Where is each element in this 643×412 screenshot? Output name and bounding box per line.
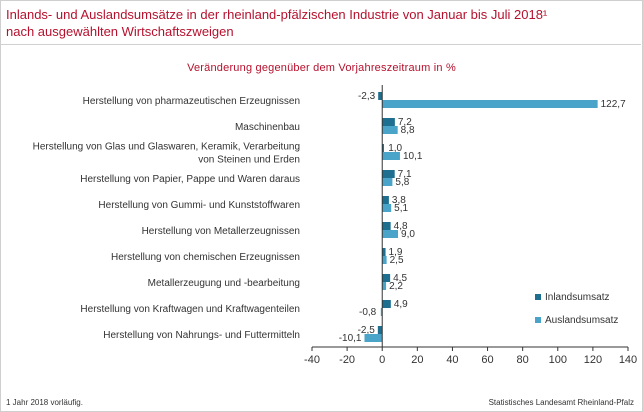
ausland-bar xyxy=(382,152,400,160)
inland-value-label: 7,1 xyxy=(398,169,412,180)
title-line-1: Inlands- und Auslandsumsätze in der rhei… xyxy=(6,7,548,22)
ausland-bar xyxy=(382,204,392,212)
x-tick-label: 100 xyxy=(549,354,567,366)
inland-value-label: 7,2 xyxy=(398,117,412,128)
x-tick-label: 120 xyxy=(584,354,602,366)
inland-bar xyxy=(377,326,383,334)
ausland-value-label: 10,1 xyxy=(403,151,423,162)
inland-value-label: 4,5 xyxy=(393,273,407,284)
x-tick-label: -40 xyxy=(304,354,320,366)
x-tick-label: 80 xyxy=(517,354,529,366)
x-tick-label: 140 xyxy=(619,354,637,366)
inland-bar xyxy=(382,118,395,126)
ausland-value-label: 9,0 xyxy=(401,229,415,240)
ausland-value-label: 2,5 xyxy=(390,255,404,266)
ausland-value-label: 8,8 xyxy=(401,125,415,136)
ausland-bar xyxy=(382,282,387,290)
inland-bar xyxy=(382,196,389,204)
inland-value-label: -2,5 xyxy=(358,325,376,336)
category-label: Herstellung von Metallerzeugnissen xyxy=(142,226,300,237)
source-note: Statistisches Landesamt Rheinland-Pfalz xyxy=(488,398,634,407)
category-label: Herstellung von Gummi- und Kunststoffwar… xyxy=(98,200,300,211)
inland-bar xyxy=(382,300,391,308)
legend-label-ausland: Auslandsumsatz xyxy=(545,315,618,326)
x-tick-label: 60 xyxy=(481,354,493,366)
inland-bar xyxy=(382,222,391,230)
ausland-value-label: 2,2 xyxy=(389,281,403,292)
x-tick-label: 40 xyxy=(446,354,458,366)
inland-bar xyxy=(382,274,391,282)
legend-swatch-inland xyxy=(535,294,541,300)
inland-bar xyxy=(378,92,383,100)
category-label: Metallerzeugung und -bearbeitung xyxy=(148,278,300,289)
ausland-bar xyxy=(382,256,387,264)
inland-bar xyxy=(382,170,395,178)
ausland-bar xyxy=(382,230,399,238)
category-label: Herstellung von chemischen Erzeugnissen xyxy=(111,252,300,263)
legend-label-inland: Inlandsumsatz xyxy=(545,292,609,303)
inland-value-label: 4,8 xyxy=(394,221,408,232)
title-divider xyxy=(0,44,641,45)
category-label: Herstellung von Nahrungs- und Futtermitt… xyxy=(103,330,300,341)
x-tick-label: 20 xyxy=(411,354,423,366)
inland-value-label: 1,0 xyxy=(388,143,402,154)
inland-value-label: 4,9 xyxy=(394,299,408,310)
x-tick-label: 0 xyxy=(379,354,385,366)
inland-bar xyxy=(382,144,384,152)
inland-value-label: 3,8 xyxy=(392,195,406,206)
inland-bar xyxy=(382,248,386,256)
ausland-value-label: 5,8 xyxy=(395,177,409,188)
category-label: Herstellung von pharmazeutischen Erzeugn… xyxy=(83,96,300,107)
title-line-2: nach ausgewählten Wirtschaftszweigen xyxy=(6,24,234,39)
x-tick-label: -20 xyxy=(339,354,355,366)
footnote: 1 Jahr 2018 vorläufig. xyxy=(6,398,83,407)
category-label: Herstellung von Glas und Glaswaren, Kera… xyxy=(33,142,300,153)
category-label: Herstellung von Papier, Pappe und Waren … xyxy=(80,174,300,185)
inland-value-label: 1,9 xyxy=(389,247,403,258)
ausland-value-label: -0,8 xyxy=(359,307,377,318)
legend-swatch-ausland xyxy=(535,317,541,323)
ausland-bar xyxy=(382,100,598,108)
ausland-value-label: 5,1 xyxy=(394,203,408,214)
category-label: Herstellung von Kraftwagen und Kraftwage… xyxy=(80,304,300,315)
ausland-bar xyxy=(364,334,383,342)
ausland-value-label: -10,1 xyxy=(339,333,362,344)
category-label: Maschinenbau xyxy=(235,122,300,133)
ausland-value-label: 122,7 xyxy=(601,99,626,110)
category-label: von Steinen und Erden xyxy=(198,155,300,166)
ausland-bar xyxy=(380,308,383,316)
ausland-bar xyxy=(382,126,398,134)
chart-subtitle: Veränderung gegenüber dem Vorjahreszeitr… xyxy=(187,62,456,74)
inland-value-label: -2,3 xyxy=(358,91,376,102)
chart-title: Inlands- und Auslandsumsätze in der rhei… xyxy=(6,6,636,40)
ausland-bar xyxy=(382,178,393,186)
